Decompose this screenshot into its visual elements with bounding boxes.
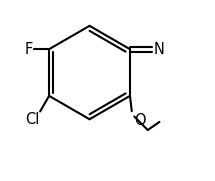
Text: N: N: [154, 42, 165, 57]
Text: O: O: [134, 113, 146, 128]
Text: Cl: Cl: [25, 112, 39, 127]
Text: F: F: [25, 42, 33, 57]
